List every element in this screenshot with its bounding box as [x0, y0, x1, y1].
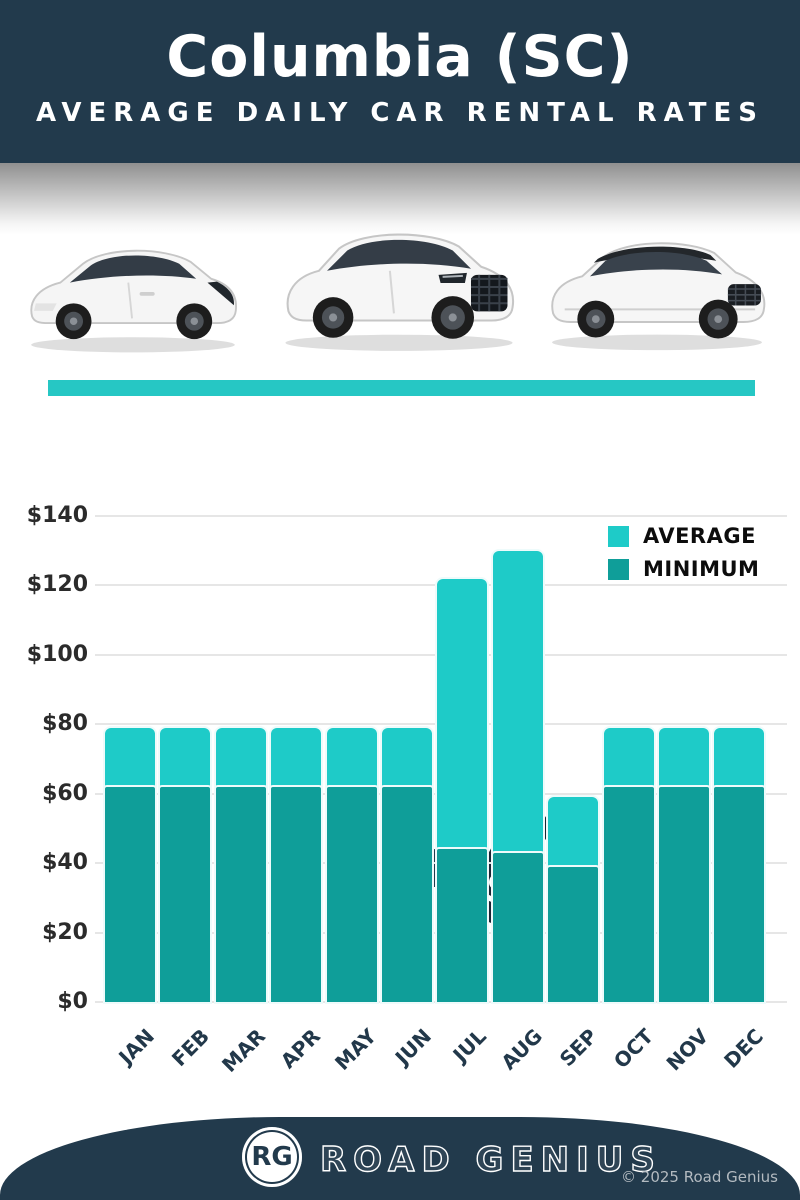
bar-minimum-jun	[382, 786, 432, 1002]
hatchback-car-image	[12, 226, 254, 358]
bar-minimum-nov	[659, 786, 709, 1002]
bar-minimum-jan	[105, 786, 155, 1002]
x-tick-label: AUG	[496, 1024, 547, 1075]
bar-minimum-feb	[160, 786, 211, 1002]
y-tick-label: $120	[26, 572, 88, 598]
suv-car-image	[272, 212, 526, 357]
legend-label: AVERAGE	[643, 524, 756, 548]
teal-divider-bar	[48, 380, 755, 396]
bar-minimum-aug	[492, 852, 543, 1002]
chart-plot	[95, 515, 787, 1003]
legend-item-average: AVERAGE	[608, 524, 759, 548]
x-tick-label: JAN	[113, 1024, 159, 1070]
x-tick-label: MAY	[329, 1024, 381, 1075]
y-tick-label: $140	[26, 503, 88, 528]
y-tick-label: $0	[57, 989, 88, 1014]
x-tick-label: FEB	[167, 1024, 215, 1072]
y-tick-label: $40	[42, 850, 88, 876]
x-tick-label: OCT	[608, 1024, 658, 1074]
header-gradient	[0, 163, 800, 235]
bar-minimum-mar	[215, 786, 266, 1002]
bar-minimum-apr	[271, 786, 322, 1002]
y-axis-labels: $0 $20 $40 $60 $80 $100 $120 $140	[0, 503, 88, 1014]
legend-swatch-minimum	[608, 558, 629, 580]
gridline	[95, 1001, 787, 1003]
y-tick-label: $20	[42, 919, 88, 945]
bar-minimum-sep	[548, 866, 599, 1002]
road-genius-logo-icon: RG	[242, 1127, 302, 1187]
footer-banner	[0, 1117, 800, 1200]
brand-name: ROAD GENIUS	[319, 1139, 662, 1180]
crossover-car-image	[534, 220, 780, 356]
chart-legend: AVERAGE MINIMUM	[608, 524, 759, 590]
legend-label: MINIMUM	[643, 557, 760, 581]
page-subtitle: AVERAGE DAILY CAR RENTAL RATES	[36, 98, 764, 128]
bar-minimum-jul	[437, 849, 488, 1002]
x-tick-label: MAR	[216, 1024, 270, 1077]
x-tick-label: JUN	[390, 1024, 436, 1070]
x-axis-labels: JAN FEB MAR APR MAY JUN JUL AUG SEP OCT NOV DEC	[95, 1010, 787, 1090]
x-tick-label: NOV	[661, 1024, 713, 1076]
logo-initials: RG	[251, 1142, 293, 1172]
bar-minimum-oct	[603, 786, 654, 1002]
x-tick-label: SEP	[554, 1024, 603, 1072]
copyright-text: © 2025 Road Genius	[621, 1168, 778, 1186]
currency-headline: USD $	[0, 400, 800, 931]
x-tick-label: APR	[275, 1024, 326, 1074]
y-tick-label: $60	[42, 780, 88, 806]
x-tick-label: DEC	[719, 1024, 769, 1073]
gridline	[95, 515, 787, 517]
bar-minimum-may	[326, 786, 377, 1002]
page-title: Columbia (SC)	[166, 24, 634, 90]
y-tick-label: $100	[26, 641, 88, 667]
legend-item-minimum: MINIMUM	[608, 557, 759, 581]
bar-minimum-dec	[714, 786, 765, 1002]
x-tick-label: JUL	[448, 1024, 492, 1067]
y-tick-label: $80	[42, 711, 88, 737]
legend-swatch-average	[608, 525, 629, 547]
header-banner: Columbia (SC) AVERAGE DAILY CAR RENTAL R…	[0, 0, 800, 163]
